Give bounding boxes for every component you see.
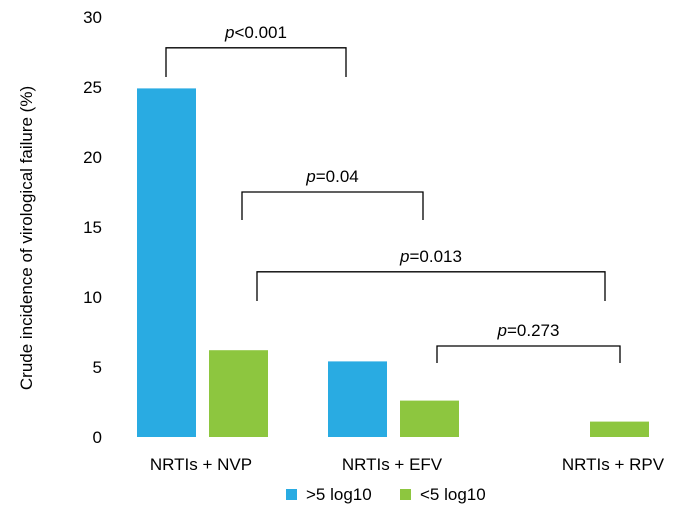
y-tick-label: 10 [83, 288, 102, 307]
legend-label: >5 log10 [306, 485, 372, 504]
bar [209, 350, 268, 437]
y-tick-label: 0 [93, 428, 102, 447]
p-value: =0.273 [507, 321, 559, 340]
bar [400, 400, 459, 437]
y-tick-label: 15 [83, 218, 102, 237]
category-labels: NRTIs + NVP NRTIs + EFV NRTIs + RPV [150, 455, 665, 474]
p-symbol: p [497, 321, 507, 340]
legend-label: <5 log10 [420, 485, 486, 504]
p-value-label: p=0.013 [399, 247, 462, 266]
category-label: NRTIs + EFV [342, 455, 443, 474]
p-value: =0.013 [409, 247, 461, 266]
bar [590, 421, 649, 437]
bracket-line [256, 271, 606, 301]
legend-swatch [400, 489, 411, 500]
p-value: =0.04 [316, 167, 359, 186]
p-value-label: p=0.04 [305, 167, 358, 186]
p-symbol: p [399, 247, 409, 266]
y-tick-label: 30 [83, 8, 102, 27]
category-label: NRTIs + RPV [562, 455, 665, 474]
p-symbol: p [305, 167, 315, 186]
bracket-line [165, 47, 347, 77]
p-value-label: p<0.001 [224, 23, 287, 42]
p-value-label: p=0.273 [497, 321, 560, 340]
category-label: NRTIs + NVP [150, 455, 252, 474]
y-tick-label: 5 [93, 358, 102, 377]
p-symbol: p [224, 23, 234, 42]
p-value: <0.001 [234, 23, 286, 42]
y-axis-ticks: 0 5 10 15 20 25 30 [83, 8, 102, 447]
y-tick-label: 25 [83, 78, 102, 97]
y-tick-label: 20 [83, 148, 102, 167]
bars [137, 88, 649, 438]
bracket-line [436, 345, 621, 363]
legend-swatch [286, 489, 297, 500]
bar [137, 88, 196, 438]
bracket-line [241, 191, 424, 220]
legend: >5 log10 <5 log10 [286, 485, 486, 504]
y-axis-label: Crude incidence of virological failure (… [17, 86, 36, 390]
bar [328, 361, 387, 437]
